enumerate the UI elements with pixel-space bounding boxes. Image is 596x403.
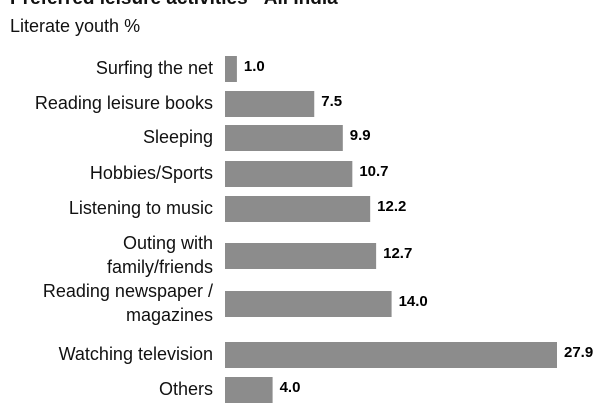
bar-2 xyxy=(225,91,315,117)
category-label-5: Listening to music xyxy=(69,198,213,218)
value-label-3: 9.9 xyxy=(350,127,371,144)
bar-5 xyxy=(225,196,371,222)
category-label-line: Sleeping xyxy=(143,127,213,147)
bar-1 xyxy=(225,56,237,82)
value-label-6: 12.7 xyxy=(383,245,412,262)
category-label-6: Outing with family/friends xyxy=(107,233,213,277)
bar-6 xyxy=(225,243,377,269)
category-label-line: Reading newspaper / xyxy=(43,281,213,301)
category-label-line: Listening to music xyxy=(69,198,213,218)
bar-8 xyxy=(225,342,557,368)
category-label-2: Reading leisure books xyxy=(35,93,213,113)
category-label-3: Sleeping xyxy=(143,127,213,147)
category-label-1: Surfing the net xyxy=(96,58,213,78)
bar-3 xyxy=(225,125,343,151)
value-label-9: 4.0 xyxy=(280,379,301,396)
bar-7 xyxy=(225,291,392,317)
category-label-7: Reading newspaper / magazines xyxy=(43,281,213,325)
bar-9 xyxy=(225,377,273,403)
chart-subtitle: Literate youth % xyxy=(10,16,141,36)
value-label-7: 14.0 xyxy=(399,293,428,310)
category-label-9: Others xyxy=(159,379,213,399)
category-label-line: Reading leisure books xyxy=(35,93,213,113)
category-label-line: Surfing the net xyxy=(96,58,213,78)
category-label-line: magazines xyxy=(126,305,213,325)
bars-group: 1.0 Surfing the net 7.5 Reading leisure boo… xyxy=(35,56,593,403)
category-label-line: family/friends xyxy=(107,257,213,277)
chart-title: Preferred leisure activities - All India xyxy=(10,0,338,10)
category-label-line: Watching television xyxy=(59,344,213,364)
category-label-line: Hobbies/Sports xyxy=(90,163,213,183)
value-label-4: 10.7 xyxy=(359,163,388,180)
value-label-2: 7.5 xyxy=(321,93,342,110)
value-label-8: 27.9 xyxy=(564,344,593,361)
value-label-1: 1.0 xyxy=(244,58,265,75)
category-label-8: Watching television xyxy=(59,344,213,364)
bar-4 xyxy=(225,161,353,187)
category-label-4: Hobbies/Sports xyxy=(90,163,213,183)
value-label-5: 12.2 xyxy=(377,198,406,215)
category-label-line: Outing with xyxy=(123,233,213,253)
category-label-line: Others xyxy=(159,379,213,399)
